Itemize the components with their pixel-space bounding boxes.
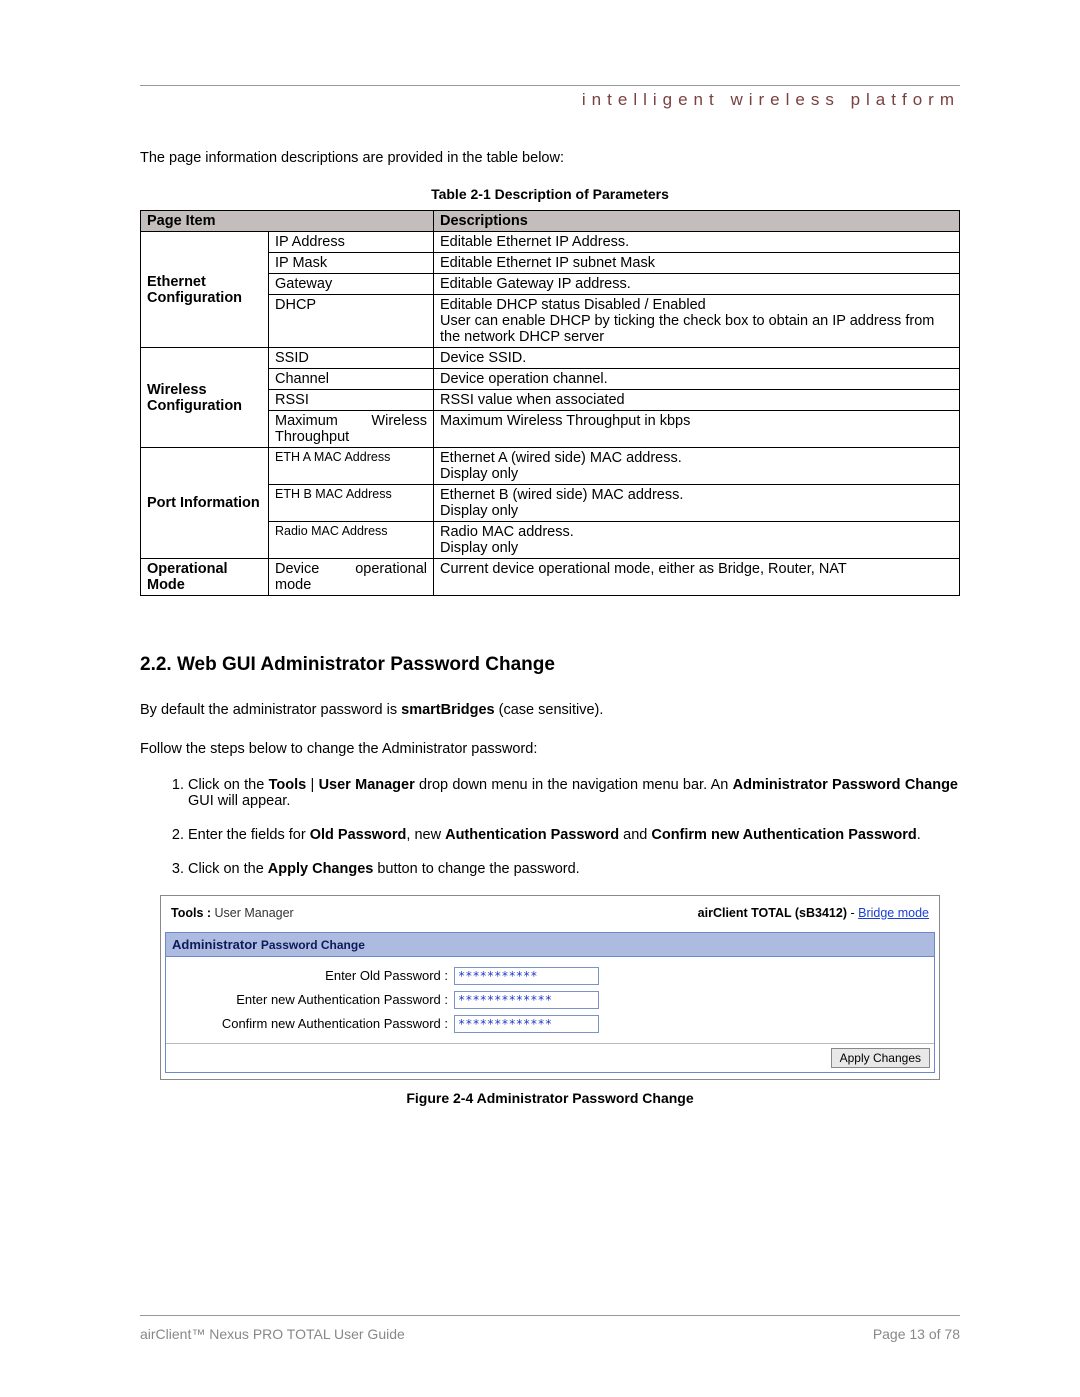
th-descriptions: Descriptions: [434, 211, 960, 232]
text: and: [619, 827, 651, 843]
item-cell: SSID: [269, 348, 434, 369]
desc-cell: Editable Gateway IP address.: [434, 274, 960, 295]
desc-cell: Device operation channel.: [434, 369, 960, 390]
item-cell: Radio MAC Address: [269, 522, 434, 559]
desc-cell: Maximum Wireless Throughput in kbps: [434, 411, 960, 448]
group-label: Wireless Configuration: [141, 348, 269, 448]
text: Administrator: [172, 937, 261, 952]
table-header-row: Page Item Descriptions: [141, 211, 960, 232]
text: Click on the: [188, 777, 269, 793]
confirm-password-label: Confirm new Authentication Password :: [174, 1016, 454, 1031]
gui-device-info: airClient TOTAL (sB3412) - Bridge mode: [698, 906, 929, 920]
page: intelligent wireless platform The page i…: [0, 0, 1080, 1397]
item-cell: Device operational mode: [269, 559, 434, 596]
bold-text: Authentication Password: [445, 827, 619, 843]
item-cell: Gateway: [269, 274, 434, 295]
bold-text: smartBridges: [401, 702, 494, 718]
section-heading: 2.2. Web GUI Administrator Password Chan…: [140, 654, 960, 676]
text: GUI will appear.: [188, 793, 290, 809]
paragraph: By default the administrator password is…: [140, 700, 960, 720]
page-footer: airClient™ Nexus PRO TOTAL User Guide Pa…: [140, 1315, 960, 1342]
table-row: Operational Mode Device operational mode…: [141, 559, 960, 596]
table-row: Wireless Configuration SSID Device SSID.: [141, 348, 960, 369]
bold-text: Confirm new Authentication Password: [651, 827, 916, 843]
text: (case sensitive).: [495, 702, 604, 718]
gui-panel: Administrator Password Change Enter Old …: [165, 932, 935, 1073]
text: button to change the password.: [373, 861, 579, 877]
bridge-mode-link[interactable]: Bridge mode: [858, 906, 929, 920]
bold-text: Apply Changes: [268, 861, 374, 877]
text: , new: [406, 827, 445, 843]
text: .: [917, 827, 921, 843]
steps-list: Click on the Tools | User Manager drop d…: [188, 777, 960, 877]
old-password-input[interactable]: [454, 967, 599, 985]
group-label: Operational Mode: [141, 559, 269, 596]
gui-form: Enter Old Password : Enter new Authentic…: [166, 957, 934, 1043]
footer-page: Page 13 of 78: [873, 1326, 960, 1342]
form-row: Enter new Authentication Password :: [174, 991, 926, 1009]
item-cell: RSSI: [269, 390, 434, 411]
parameters-table: Page Item Descriptions Ethernet Configur…: [140, 210, 960, 596]
desc-cell: RSSI value when associated: [434, 390, 960, 411]
desc-cell: Current device operational mode, either …: [434, 559, 960, 596]
text: Enter the fields for: [188, 827, 310, 843]
text: airClient TOTAL (sB3412): [698, 906, 851, 920]
group-label: Ethernet Configuration: [141, 232, 269, 348]
text: User Manager: [215, 906, 294, 920]
table-row: Ethernet Configuration IP Address Editab…: [141, 232, 960, 253]
desc-cell: Ethernet B (wired side) MAC address. Dis…: [434, 485, 960, 522]
table-caption: Table 2-1 Description of Parameters: [140, 186, 960, 202]
figure-caption: Figure 2-4 Administrator Password Change: [140, 1090, 960, 1106]
th-page-item: Page Item: [141, 211, 434, 232]
apply-changes-button[interactable]: Apply Changes: [831, 1048, 930, 1068]
bold-text: Old Password: [310, 827, 407, 843]
desc-cell: Editable Ethernet IP Address.: [434, 232, 960, 253]
item-cell: ETH B MAC Address: [269, 485, 434, 522]
item-cell: DHCP: [269, 295, 434, 348]
text: |: [306, 777, 318, 793]
table-row: Port Information ETH A MAC Address Ether…: [141, 448, 960, 485]
list-item: Click on the Tools | User Manager drop d…: [188, 777, 960, 809]
old-password-label: Enter Old Password :: [174, 968, 454, 983]
item-cell: IP Address: [269, 232, 434, 253]
item-cell: Channel: [269, 369, 434, 390]
form-row: Confirm new Authentication Password :: [174, 1015, 926, 1033]
footer-title: airClient™ Nexus PRO TOTAL User Guide: [140, 1326, 405, 1342]
text: Password Change: [261, 938, 365, 952]
gui-screenshot: Tools : User Manager airClient TOTAL (sB…: [160, 895, 940, 1080]
gui-breadcrumb-bar: Tools : User Manager airClient TOTAL (sB…: [161, 896, 939, 930]
paragraph: Follow the steps below to change the Adm…: [140, 739, 960, 759]
bold-text: Tools: [269, 777, 307, 793]
text: -: [850, 906, 858, 920]
intro-text: The page information descriptions are pr…: [140, 148, 960, 168]
item-cell: Maximum Wireless Throughput: [269, 411, 434, 448]
confirm-password-input[interactable]: [454, 1015, 599, 1033]
header-tagline: intelligent wireless platform: [140, 85, 960, 148]
text: drop down menu in the navigation menu ba…: [415, 777, 733, 793]
desc-cell: Radio MAC address. Display only: [434, 522, 960, 559]
bold-text: User Manager: [319, 777, 415, 793]
text: Tools :: [171, 906, 215, 920]
text: By default the administrator password is: [140, 702, 401, 718]
item-cell: IP Mask: [269, 253, 434, 274]
list-item: Enter the fields for Old Password, new A…: [188, 827, 960, 843]
gui-footer: Apply Changes: [166, 1043, 934, 1072]
gui-panel-heading: Administrator Password Change: [166, 933, 934, 957]
item-cell: ETH A MAC Address: [269, 448, 434, 485]
new-password-label: Enter new Authentication Password :: [174, 992, 454, 1007]
desc-cell: Device SSID.: [434, 348, 960, 369]
text: Click on the: [188, 861, 268, 877]
bold-text: Administrator Password Change: [733, 777, 958, 793]
desc-cell: Editable Ethernet IP subnet Mask: [434, 253, 960, 274]
list-item: Click on the Apply Changes button to cha…: [188, 861, 960, 877]
gui-breadcrumb: Tools : User Manager: [171, 906, 294, 920]
group-label: Port Information: [141, 448, 269, 559]
desc-cell: Ethernet A (wired side) MAC address. Dis…: [434, 448, 960, 485]
form-row: Enter Old Password :: [174, 967, 926, 985]
new-password-input[interactable]: [454, 991, 599, 1009]
desc-cell: Editable DHCP status Disabled / Enabled …: [434, 295, 960, 348]
